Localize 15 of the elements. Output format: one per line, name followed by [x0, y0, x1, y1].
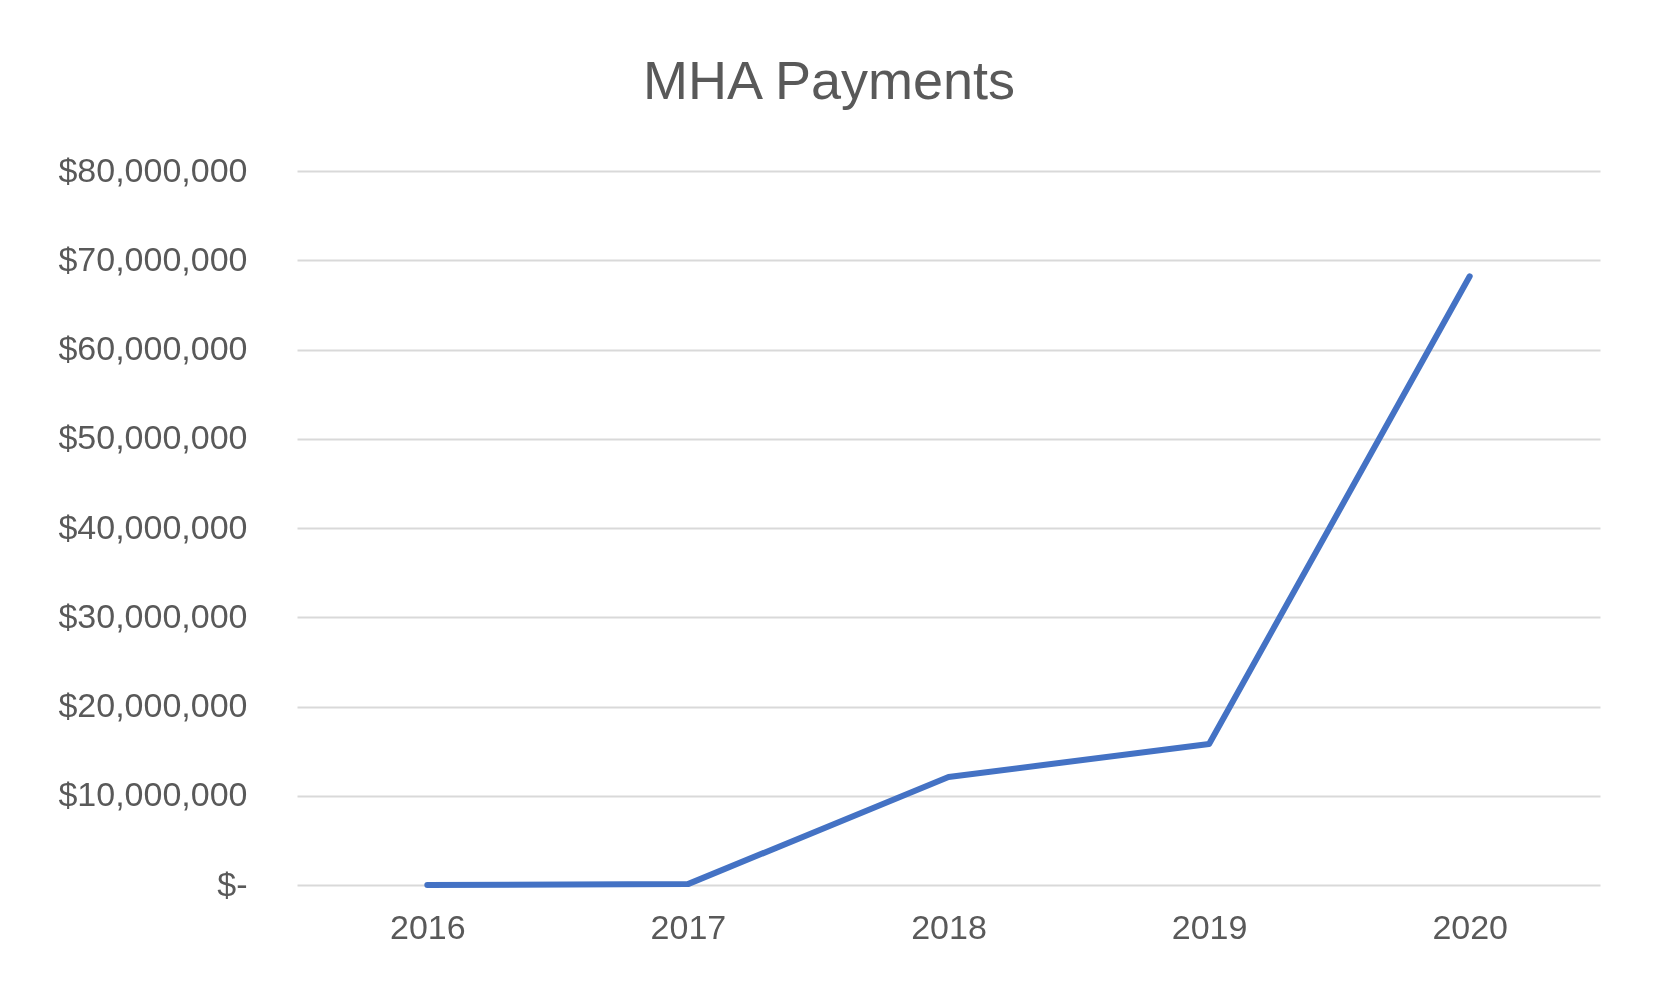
y-tick-label: $20,000,000 [58, 686, 248, 724]
y-tick-label: $- [217, 864, 248, 903]
y-tick-label: $10,000,000 [58, 775, 248, 814]
x-tick-label: 2017 [650, 907, 727, 946]
y-tick-label: $30,000,000 [58, 596, 248, 635]
y-tick-label: $80,000,000 [58, 150, 248, 189]
chart-title: MHA Payments [642, 50, 1016, 110]
y-tick-label: $70,000,000 [58, 239, 248, 278]
y-tick-label: $40,000,000 [58, 507, 248, 546]
y-tick-label: $60,000,000 [58, 329, 248, 367]
x-tick-label: 2016 [389, 907, 466, 946]
x-tick-label: 2019 [1171, 907, 1248, 946]
x-tick-label: 2018 [911, 907, 987, 946]
y-tick-label: $50,000,000 [58, 418, 248, 457]
x-tick-label: 2020 [1432, 907, 1509, 946]
